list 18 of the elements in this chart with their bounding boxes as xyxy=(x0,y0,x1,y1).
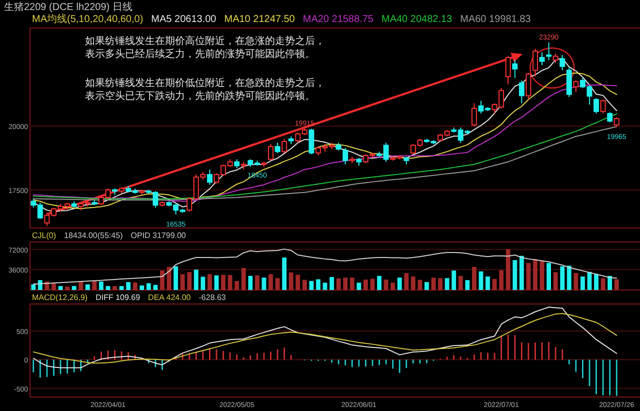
annotation: 表示多头已经后续乏力，先前的涨势可能因此停顿。 xyxy=(85,48,315,60)
text: MA5 20613.00 xyxy=(151,14,217,25)
text: MACD(12,26,9) xyxy=(32,293,88,302)
text: MA10 21247.50 xyxy=(224,14,296,25)
text: DEA 424.00 xyxy=(148,293,192,302)
text: -628.63 xyxy=(198,293,226,302)
text: MA60 19981.83 xyxy=(460,14,532,25)
text: MA40 20482.13 xyxy=(381,14,453,25)
text: DIFF 109.69 xyxy=(96,293,141,302)
text: MA20 21588.75 xyxy=(302,14,374,25)
annotation: 表示空头已无下跌动力，先前的跌势可能因此停顿。 xyxy=(85,90,315,102)
text: CJL(0) xyxy=(32,231,56,240)
chart-title: 生猪2209 (DCE lh2209) 日线 xyxy=(4,1,132,13)
text: MA均线(5,10,20,40,60,0) xyxy=(32,13,144,25)
annotation: 如果纺锤线发生在期价低位附近，在急跌的走势之后， xyxy=(85,77,325,89)
annotation: 如果纺锤线发生在期价高位附近，在急涨的走势之后， xyxy=(85,35,325,47)
text: 18434.00(55:45) xyxy=(64,231,124,240)
text: OPID 31799.00 xyxy=(130,231,186,240)
